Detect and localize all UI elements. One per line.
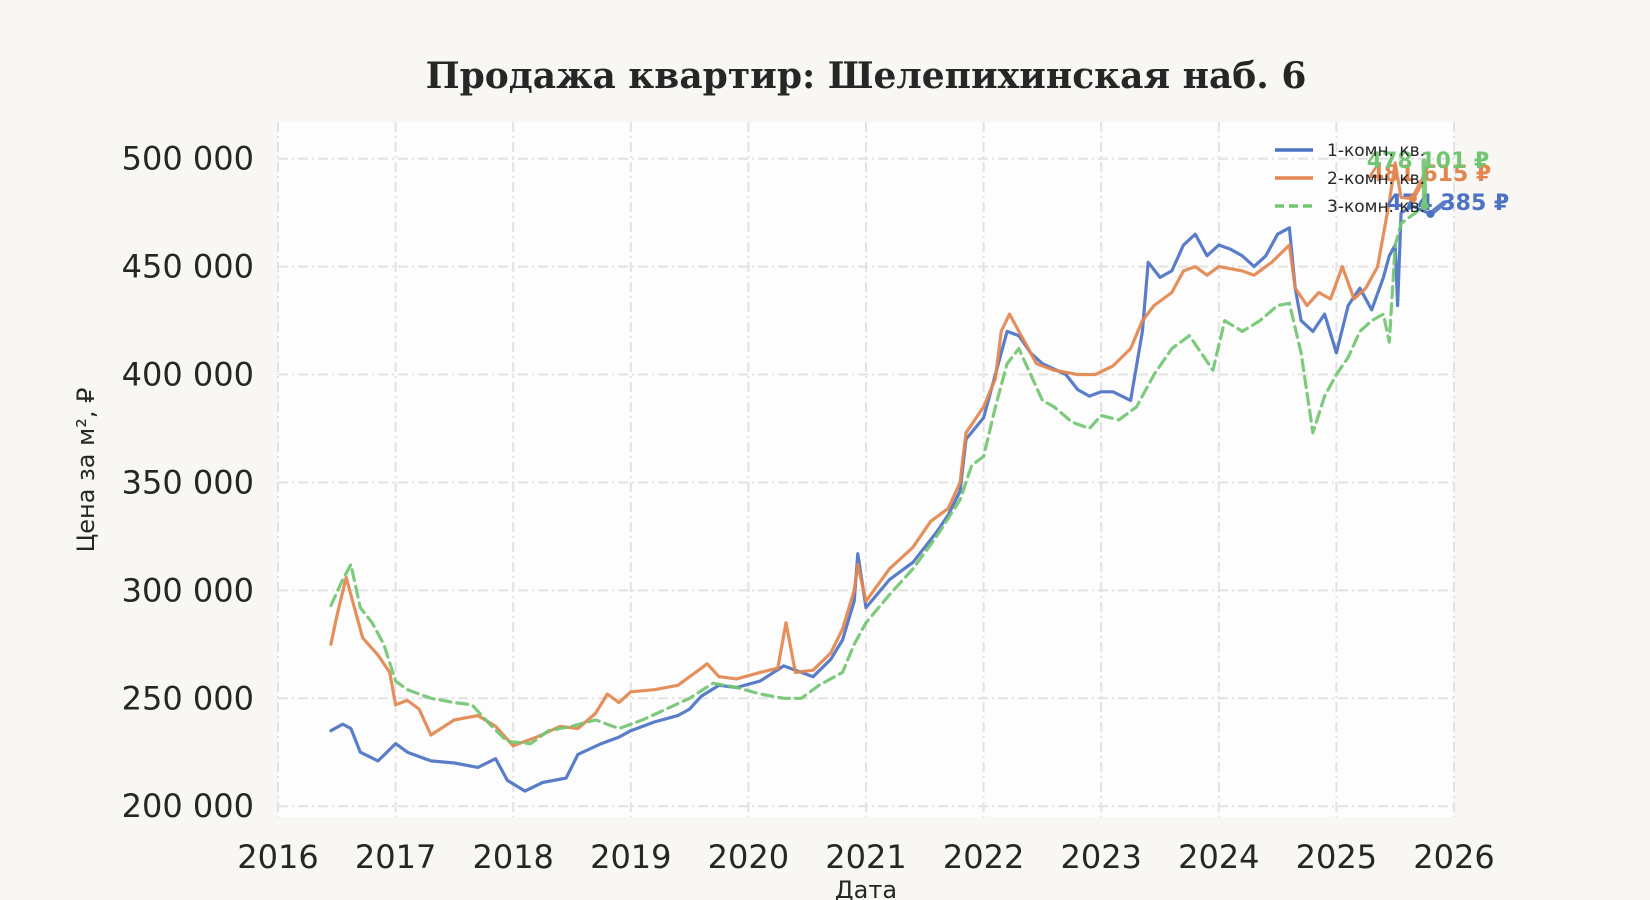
end-value-label: 474 385 ₽ — [1387, 191, 1509, 216]
end-value-label: 481 615 ₽ — [1369, 162, 1491, 187]
x-tick-label: 2024 — [1178, 838, 1259, 876]
legend-label: 2-комн. кв. — [1327, 169, 1425, 189]
x-tick-label: 2022 — [943, 838, 1024, 876]
series-end-point — [1426, 209, 1435, 218]
y-tick-label: 300 000 — [122, 571, 254, 609]
end-labels: 474 385 ₽ 481 615 ₽478 101 ₽ — [1367, 149, 1509, 218]
x-tick-label: 2025 — [1296, 838, 1377, 876]
series-line — [329, 161, 1415, 748]
x-axis-label: Дата — [835, 876, 897, 900]
series-group — [329, 161, 1433, 793]
end-label-pointer — [1421, 158, 1428, 209]
series-line — [329, 204, 1433, 793]
x-tick-label: 2021 — [825, 838, 906, 876]
grid — [277, 122, 1455, 817]
y-axis-label: Цена за м², ₽ — [72, 388, 100, 553]
y-tick-label: 500 000 — [122, 140, 254, 178]
y-tick-label: 200 000 — [122, 787, 254, 825]
y-tick-label: 350 000 — [122, 463, 254, 501]
series-end-point — [1408, 194, 1417, 203]
y-tick-label: 250 000 — [122, 679, 254, 717]
series-line — [329, 204, 1427, 746]
x-tick-label: 2018 — [472, 838, 553, 876]
x-tick-label: 2016 — [237, 838, 318, 876]
x-tick-label: 2017 — [355, 838, 436, 876]
x-tick-label: 2019 — [590, 838, 671, 876]
legend: 1-комн. кв. 2-комн. кв. 3-комн. кв. — [1275, 141, 1425, 217]
x-tick-label: 2023 — [1060, 838, 1141, 876]
legend-label: 3-комн. кв. — [1327, 197, 1425, 217]
tick-labels: 2016 2017 2018 2019 2020 2021 2022 2023 2024 2025… — [122, 140, 1495, 876]
y-tick-label: 400 000 — [122, 356, 254, 394]
chart-title: Продажа квартир: Шелепихинская наб. 6 — [426, 55, 1307, 97]
x-tick-label: 2020 — [708, 838, 789, 876]
x-tick-label: 2026 — [1413, 838, 1494, 876]
end-value-label: 478 101 ₽ — [1367, 149, 1489, 174]
legend-label: 1-комн. кв. — [1327, 141, 1425, 161]
y-tick-label: 450 000 — [122, 248, 254, 286]
series-end-point — [1420, 201, 1429, 210]
